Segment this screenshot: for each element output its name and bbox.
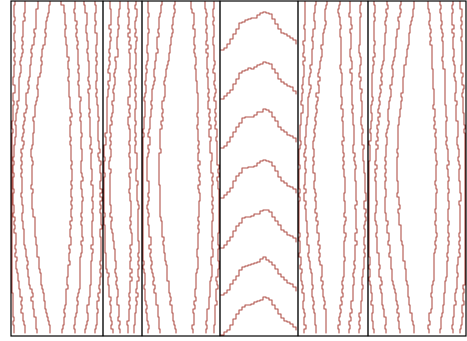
grain-line	[108, 0, 121, 334]
grain-arch	[220, 296, 297, 336]
grain-arch	[220, 256, 297, 296]
plank-1	[11, 0, 103, 334]
grain-line	[298, 0, 307, 334]
plank-1-outline	[10, 0, 104, 337]
grain-line	[204, 0, 214, 334]
plank-4	[220, 11, 297, 336]
grain-line	[451, 0, 462, 334]
grain-line	[94, 0, 103, 334]
grain-line	[348, 0, 358, 334]
grain-line	[103, 0, 114, 334]
plank-group	[11, 0, 466, 336]
grain-line	[73, 0, 84, 334]
plank-4-outline	[219, 0, 299, 337]
grain-line	[374, 0, 389, 334]
grain-line	[439, 0, 450, 334]
grain-arch	[220, 108, 297, 149]
grain-line	[60, 0, 73, 334]
grain-line	[30, 0, 52, 334]
grain-arch	[220, 209, 297, 249]
grain-line	[459, 0, 466, 334]
grain-line	[133, 0, 140, 334]
grain-arch	[220, 61, 297, 100]
grain-line	[396, 0, 415, 334]
grain-line	[212, 0, 220, 334]
grain-line	[126, 0, 133, 334]
grain-line	[12, 0, 26, 334]
grain-line	[20, 0, 39, 334]
grain-line	[146, 0, 163, 334]
grain-line	[142, 0, 150, 334]
grain-line	[158, 0, 177, 334]
plank-outlines	[10, 0, 467, 337]
grain-line	[190, 0, 201, 334]
plank-5	[298, 0, 367, 334]
plank-2	[103, 0, 140, 334]
grain-line	[384, 0, 403, 334]
plank-6-outline	[367, 0, 467, 337]
plank-3	[142, 0, 220, 334]
grain-arch	[220, 159, 297, 199]
grain-line	[358, 0, 367, 334]
plank-3-outline	[141, 0, 221, 337]
grain-line	[337, 0, 347, 334]
plank-6	[368, 0, 466, 334]
grain-line	[83, 0, 94, 334]
grain-line	[427, 0, 438, 334]
grain-line	[11, 0, 16, 334]
grain-line	[303, 0, 317, 334]
grain-line	[312, 0, 328, 334]
plank-5-outline	[297, 0, 369, 337]
grain-line	[368, 0, 376, 334]
grain-arch	[220, 11, 297, 51]
